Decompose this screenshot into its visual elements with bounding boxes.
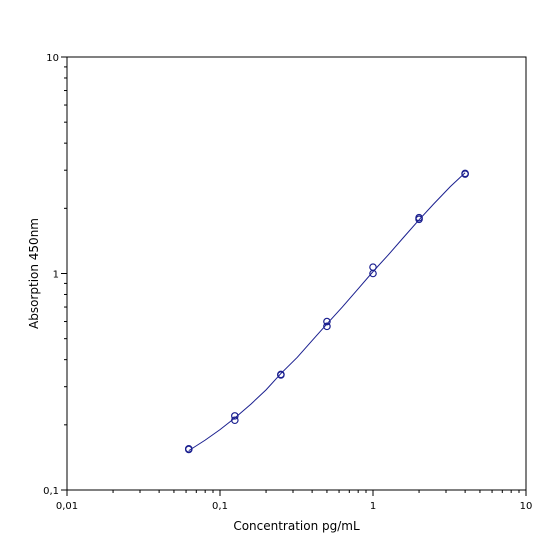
y-axis-ticks: 0,1 1 10 [43,53,67,497]
x-tick-label: 1 [370,501,376,512]
data-point [369,263,377,271]
data-point [369,269,377,278]
data-point [184,445,193,454]
plot-frame [66,56,527,491]
x-tick-label: 0,1 [212,501,228,512]
x-tick-label: 0,01 [56,501,78,512]
data-point [323,322,331,331]
x-axis-label: Concentration pg/mL [233,519,360,533]
x-axis-ticks: 0,01 0,1 1 10 [56,490,533,512]
fit-curve [188,172,466,452]
data-point [415,215,423,224]
data-point [231,416,239,425]
y-tick-label: 10 [46,53,59,64]
y-tick-label: 0,1 [43,486,59,497]
y-axis-label: Absorption 450nm [27,218,41,329]
data-point [323,317,331,326]
data-point [461,170,469,178]
x-tick-label: 10 [520,501,533,512]
data-points [184,169,469,454]
y-tick-label: 1 [53,270,59,281]
data-point [231,412,239,420]
data-point [277,370,285,379]
